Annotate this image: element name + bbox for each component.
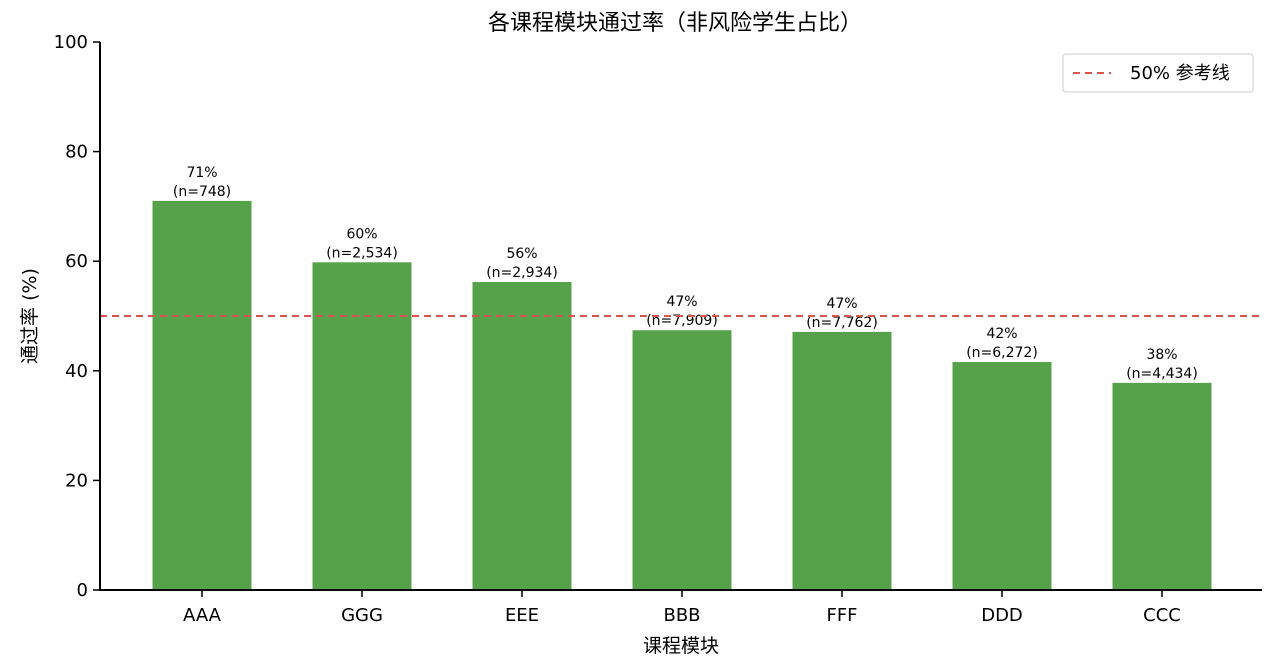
data-label-value-fff: 47% — [826, 296, 857, 312]
bars-group: 71% (n=748) 60% (n=2,534) 56% (n=2,934) 47% (n=… — [152, 165, 1212, 591]
bar-eee — [472, 282, 572, 590]
axes-group: 0 20 40 60 80 100 AAA GGG EEE BBB FFF DDD CCC — [54, 32, 1262, 626]
x-tick-label-eee: EEE — [505, 605, 539, 626]
y-tick-label: 40 — [65, 361, 88, 382]
y-tick-label: 60 — [65, 251, 88, 272]
x-axis-label: 课程模块 — [643, 635, 719, 657]
y-axis-label: 通过率 (%) — [19, 268, 41, 364]
data-label-count-aaa: (n=748) — [173, 184, 231, 200]
data-label-count-ddd: (n=6,272) — [966, 345, 1038, 361]
data-label-value-aaa: 71% — [186, 165, 217, 181]
bar-ccc — [1112, 382, 1212, 590]
data-label-count-fff: (n=7,762) — [806, 315, 878, 331]
data-label-value-ddd: 42% — [986, 326, 1017, 342]
data-label-count-bbb: (n=7,909) — [646, 313, 718, 329]
data-label-value-ccc: 38% — [1146, 347, 1177, 363]
legend: 50% 参考线 — [1062, 53, 1254, 93]
bar-fff — [792, 331, 892, 590]
x-tick-label-aaa: AAA — [183, 605, 222, 626]
chart-title: 各课程模块通过率（非风险学生占比） — [488, 11, 862, 36]
y-tick-label: 100 — [54, 32, 88, 53]
y-tick-label: 80 — [65, 142, 88, 163]
y-tick-label: 0 — [77, 580, 88, 601]
data-label-value-eee: 56% — [506, 246, 537, 262]
data-label-count-eee: (n=2,934) — [486, 265, 558, 281]
bar-bbb — [632, 330, 732, 590]
data-label-value-bbb: 47% — [666, 294, 697, 310]
bar-ddd — [952, 362, 1052, 590]
data-label-count-ccc: (n=4,434) — [1126, 366, 1198, 382]
x-tick-label-ccc: CCC — [1143, 605, 1181, 626]
x-tick-label-bbb: BBB — [663, 605, 700, 626]
data-label-count-ggg: (n=2,534) — [326, 245, 398, 261]
y-tick-label: 20 — [65, 470, 88, 491]
bar-ggg — [312, 262, 412, 590]
x-tick-label-ggg: GGG — [341, 605, 383, 626]
data-label-value-ggg: 60% — [346, 226, 377, 242]
x-tick-label-fff: FFF — [826, 605, 857, 626]
x-tick-label-ddd: DDD — [981, 605, 1023, 626]
legend-entry-reference-line: 50% 参考线 — [1130, 63, 1230, 84]
legend-box — [1062, 53, 1254, 93]
bar-aaa — [152, 200, 252, 591]
